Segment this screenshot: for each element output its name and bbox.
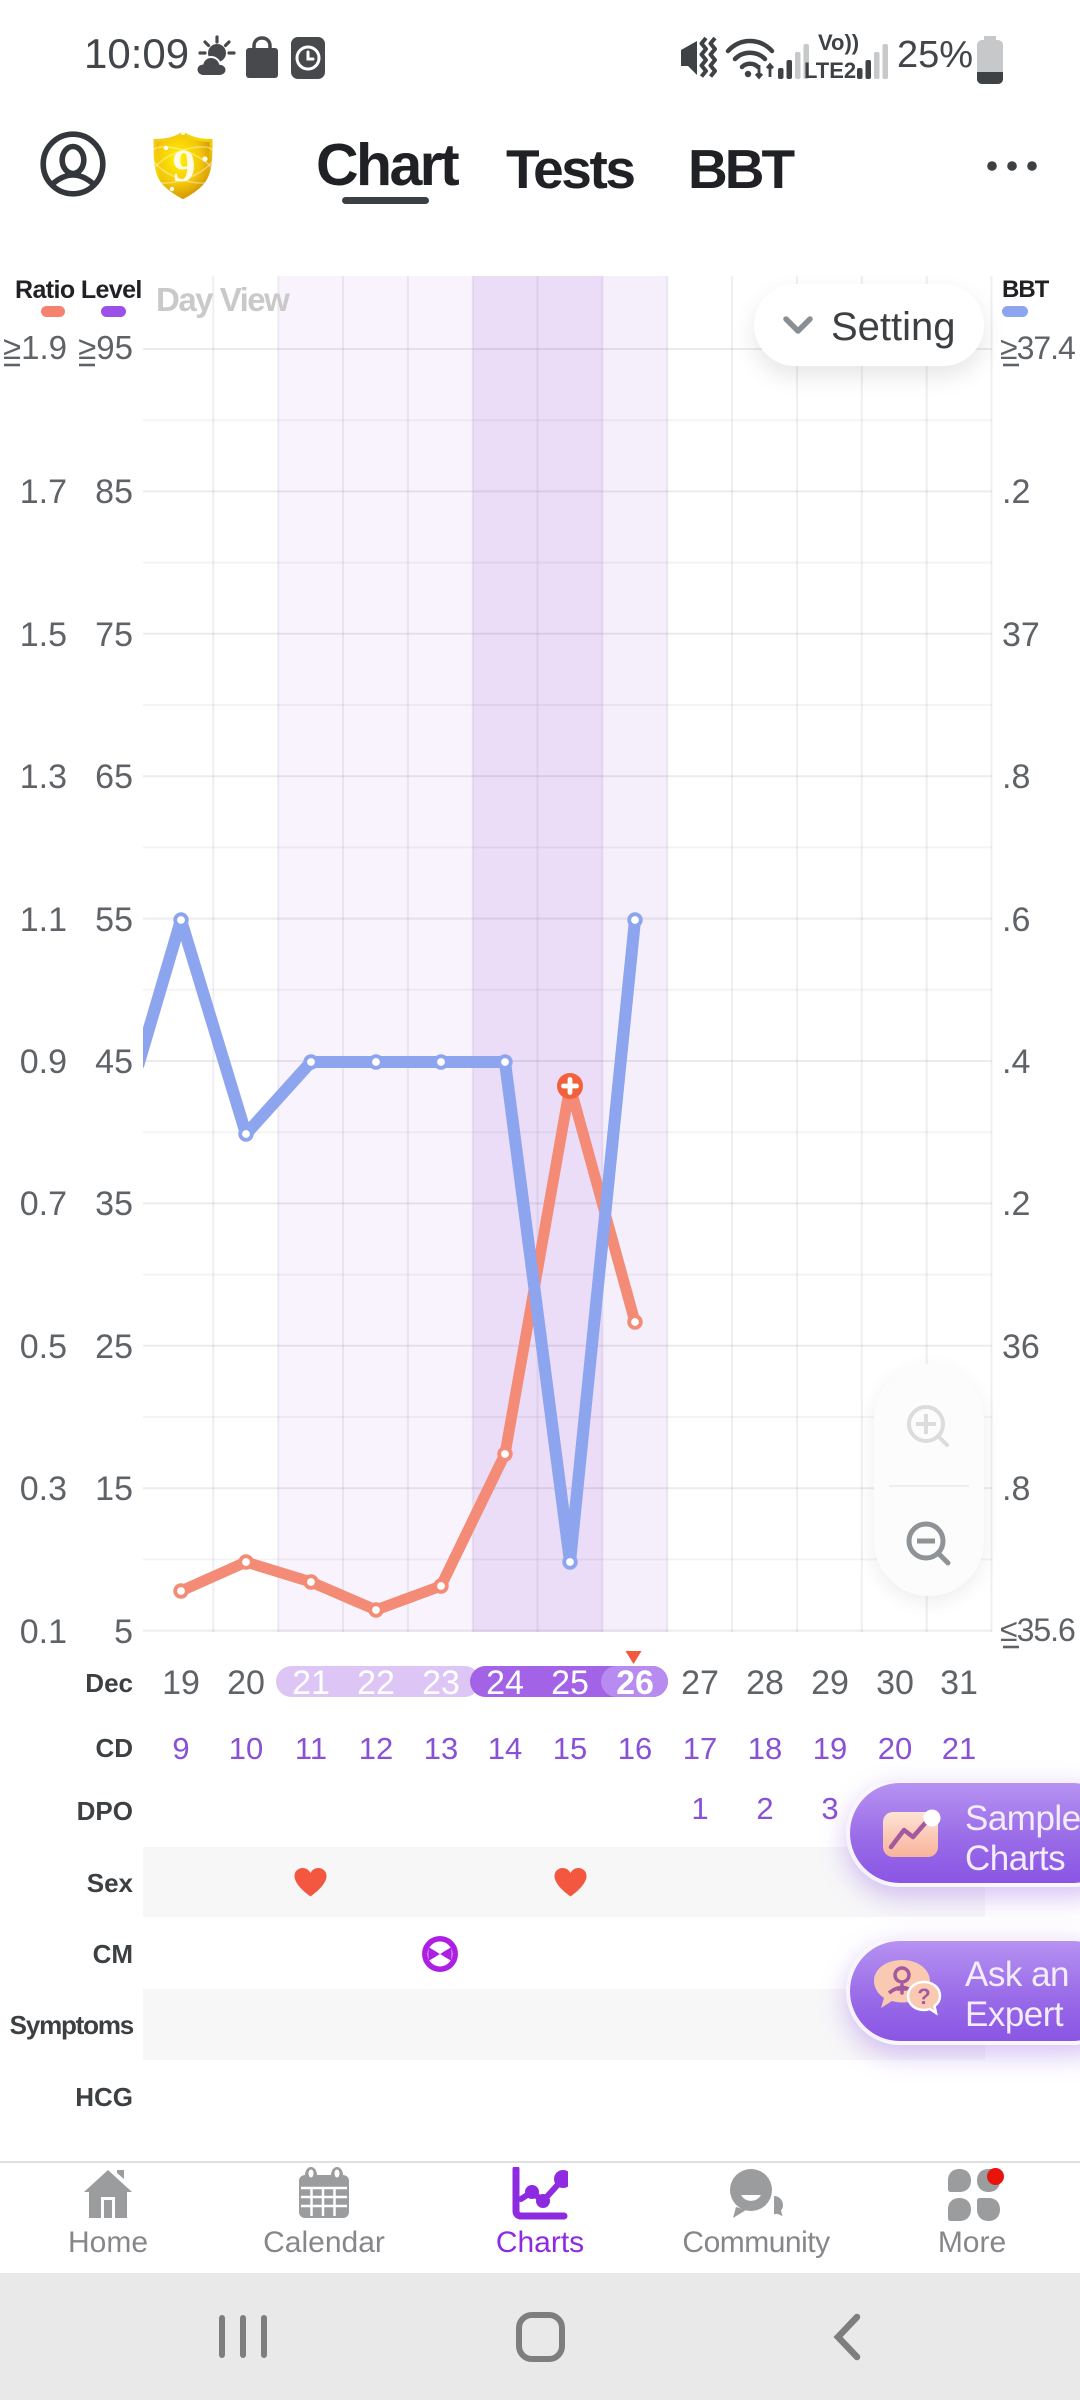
svg-text:Dec: Dec: [85, 1668, 133, 1698]
svg-text:18: 18: [748, 1731, 782, 1766]
svg-text:22: 22: [357, 1664, 395, 1700]
svg-text:9: 9: [172, 1731, 189, 1766]
svg-text:35: 35: [95, 1185, 133, 1223]
svg-text:27: 27: [681, 1664, 719, 1700]
svg-text:.8: .8: [1002, 758, 1030, 796]
svg-text:0.9: 0.9: [20, 1043, 67, 1081]
svg-text:0.5: 0.5: [20, 1328, 67, 1366]
svg-text:26: 26: [616, 1664, 654, 1700]
svg-text:1: 1: [691, 1791, 708, 1826]
svg-text:20: 20: [878, 1731, 912, 1766]
svg-text:CM: CM: [93, 1939, 133, 1969]
svg-text:1.1: 1.1: [20, 901, 67, 939]
svg-text:.6: .6: [1002, 901, 1030, 939]
svg-text:Symptoms: Symptoms: [10, 2010, 134, 2040]
svg-text:85: 85: [95, 473, 133, 511]
svg-text:1.5: 1.5: [20, 616, 67, 654]
svg-text:29: 29: [811, 1664, 849, 1700]
svg-text:37: 37: [1002, 616, 1040, 654]
svg-text:12: 12: [359, 1731, 393, 1766]
svg-text:≥95: ≥95: [78, 329, 133, 366]
svg-text:20: 20: [227, 1664, 265, 1700]
svg-text:11: 11: [295, 1731, 327, 1766]
svg-text:28: 28: [746, 1664, 784, 1700]
svg-text:31: 31: [940, 1664, 978, 1700]
svg-text:21: 21: [942, 1731, 976, 1766]
svg-text:0.3: 0.3: [20, 1470, 67, 1508]
svg-text:14: 14: [488, 1731, 522, 1766]
svg-text:.8: .8: [1002, 1470, 1030, 1508]
svg-text:13: 13: [424, 1731, 458, 1766]
svg-text:15: 15: [553, 1731, 587, 1766]
svg-text:45: 45: [95, 1043, 133, 1081]
svg-text:10: 10: [229, 1731, 263, 1766]
svg-text:21: 21: [292, 1664, 330, 1700]
svg-text:65: 65: [95, 758, 133, 796]
svg-text:23: 23: [422, 1664, 460, 1700]
svg-text:55: 55: [95, 901, 133, 939]
svg-text:24: 24: [486, 1664, 524, 1700]
svg-text:.2: .2: [1002, 473, 1030, 511]
svg-text:.4: .4: [1002, 1043, 1030, 1081]
svg-text:CD: CD: [95, 1733, 133, 1763]
svg-text:≥37.4: ≥37.4: [1000, 330, 1075, 366]
svg-text:9: 9: [173, 140, 196, 191]
svg-text:1.7: 1.7: [20, 473, 67, 511]
svg-text:≥1.9: ≥1.9: [3, 329, 67, 366]
svg-text:Vo)): Vo)): [818, 30, 859, 55]
svg-text:1.3: 1.3: [20, 758, 67, 796]
svg-text:25: 25: [551, 1664, 589, 1700]
svg-text:HCG: HCG: [75, 2082, 133, 2112]
svg-text:30: 30: [876, 1664, 914, 1700]
svg-text:.2: .2: [1002, 1185, 1030, 1223]
svg-text:15: 15: [95, 1470, 133, 1508]
svg-text:36: 36: [1002, 1328, 1040, 1366]
svg-text:25: 25: [95, 1328, 133, 1366]
svg-text:0.7: 0.7: [20, 1185, 67, 1223]
svg-text:19: 19: [813, 1731, 847, 1766]
svg-text:DPO: DPO: [77, 1796, 133, 1826]
svg-text:LTE2: LTE2: [804, 58, 856, 83]
svg-text:16: 16: [618, 1731, 652, 1766]
svg-text:≤35.6: ≤35.6: [1000, 1612, 1075, 1648]
svg-text:17: 17: [683, 1731, 717, 1766]
svg-text:0.1: 0.1: [20, 1613, 67, 1651]
svg-text:Sex: Sex: [87, 1868, 134, 1898]
svg-text:75: 75: [95, 616, 133, 654]
svg-text:3: 3: [821, 1791, 838, 1826]
svg-text:19: 19: [162, 1664, 200, 1700]
svg-text:2: 2: [756, 1791, 773, 1826]
svg-text:?: ?: [917, 1984, 930, 2009]
svg-text:5: 5: [114, 1613, 133, 1651]
